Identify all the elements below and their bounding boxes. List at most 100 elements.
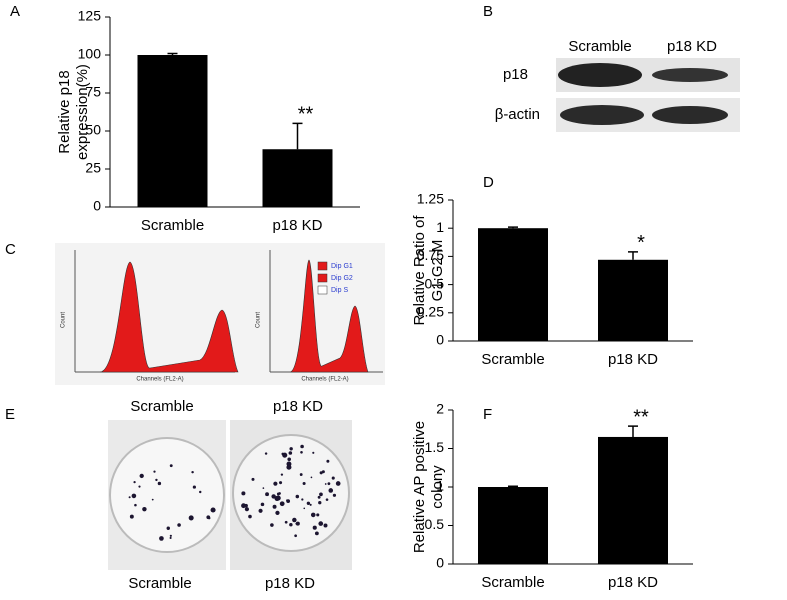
colony-dot	[169, 536, 172, 539]
plate-label: p18 KD	[265, 575, 315, 592]
colony-dot	[271, 494, 276, 499]
band	[652, 106, 728, 124]
y-tick-label: 0.75	[417, 247, 444, 263]
colony-dot	[306, 501, 311, 505]
y-axis-label: colony	[429, 465, 446, 509]
panel-label: A	[10, 3, 20, 20]
y-tick-label: 1.25	[417, 191, 444, 207]
colony-dot	[303, 507, 306, 510]
colony-dot	[248, 514, 252, 519]
flow-label: p18 KD	[273, 398, 323, 415]
colony-dot	[169, 464, 173, 468]
flow-axis-label: Count	[61, 312, 67, 328]
colony-dot	[332, 493, 337, 497]
colony-dot	[258, 508, 263, 513]
error-bar	[508, 226, 518, 229]
blot-row: p18	[503, 66, 528, 83]
flow-label: Scramble	[130, 398, 193, 415]
legend-swatch	[317, 261, 328, 271]
colony-dot	[309, 503, 312, 506]
colony-dot	[318, 521, 324, 526]
colony-dot	[276, 492, 280, 496]
bar	[478, 228, 548, 341]
x-tick-label: Scramble	[481, 574, 544, 591]
colony-dot	[199, 490, 202, 494]
panel-label: C	[5, 241, 16, 258]
flow-axis-label: Channels (FL2-A)	[136, 377, 183, 383]
colony-dot	[280, 473, 284, 476]
y-tick-label: 1.5	[425, 439, 445, 455]
colony-dot	[272, 504, 277, 509]
colony-dot	[262, 487, 265, 489]
colony-dot	[177, 523, 181, 527]
colony-dot	[192, 485, 196, 489]
y-axis-label: G1:G2-M	[429, 240, 446, 302]
flow-axis-label: Channels (FL2-A)	[301, 377, 348, 383]
colony-dot	[128, 496, 131, 499]
colony-dot	[169, 534, 172, 537]
colony-dot	[286, 499, 288, 502]
colony-dot	[295, 522, 298, 525]
colony-dot	[312, 451, 315, 454]
colony-dot	[142, 506, 147, 512]
significance: **	[298, 104, 314, 126]
colony-dot	[138, 485, 141, 488]
panel-label: E	[5, 406, 15, 423]
colony-dot	[153, 470, 156, 473]
legend-swatch	[317, 285, 328, 295]
x-tick-label: p18 KD	[608, 574, 658, 591]
colony-dot	[279, 481, 283, 485]
band	[558, 63, 642, 87]
colony-dot	[300, 444, 304, 449]
y-tick-label: 0.25	[417, 304, 444, 320]
colony-dot	[159, 536, 164, 541]
colony-dot	[251, 477, 255, 481]
colony-dot	[139, 473, 144, 479]
colony-dot	[282, 452, 288, 458]
colony-dot	[327, 482, 331, 486]
colony-dot	[289, 447, 293, 451]
panel-label: B	[483, 3, 493, 20]
colony-dot	[292, 517, 297, 523]
error-bar	[628, 425, 638, 437]
y-axis-label: expression(%)	[74, 64, 91, 160]
x-tick-label: Scramble	[141, 217, 204, 234]
colony-dot	[155, 478, 158, 482]
panel-label: D	[483, 174, 494, 191]
colony-dot	[188, 515, 194, 521]
y-tick-label: 0.5	[425, 516, 445, 532]
y-tick-label: 0.5	[425, 275, 445, 291]
bar	[137, 55, 208, 207]
colony-dot	[288, 451, 293, 455]
band	[652, 68, 728, 82]
x-tick-label: p18 KD	[272, 217, 322, 234]
colony-dot	[244, 507, 250, 512]
band	[560, 105, 644, 125]
y-tick-label: 125	[78, 8, 102, 24]
colony-dot	[310, 512, 316, 518]
colony-dot	[316, 513, 320, 517]
colony-dot	[279, 501, 285, 507]
significance: *	[637, 232, 645, 254]
colony-dot	[134, 503, 137, 507]
bar	[598, 436, 668, 564]
panel-label: F	[483, 406, 492, 423]
bar	[262, 149, 333, 207]
colony-dot	[331, 476, 335, 480]
y-axis-label: Relative p18	[56, 70, 73, 153]
colony-dot	[319, 492, 323, 497]
colony-dot	[241, 491, 246, 496]
colony-dot	[241, 503, 246, 509]
legend-swatch	[317, 273, 328, 283]
colony-dot	[284, 520, 288, 524]
y-axis-label: Relative Ratio of	[411, 215, 428, 326]
colony-dot	[310, 476, 313, 479]
colony-dot	[330, 489, 333, 492]
colony-dot	[301, 498, 304, 501]
colony-dot	[264, 452, 268, 455]
y-tick-label: 1	[436, 219, 444, 235]
colony-dot	[318, 501, 322, 505]
colony-dot	[321, 470, 325, 474]
colony-dot	[275, 510, 280, 516]
